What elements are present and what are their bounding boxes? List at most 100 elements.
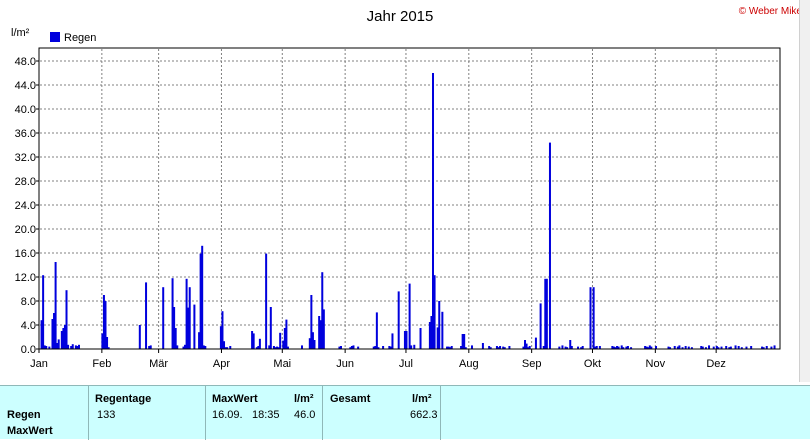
rain-bar	[63, 325, 66, 349]
rain-bar	[252, 333, 255, 349]
x-tick-label: Feb	[92, 358, 111, 370]
maxwert-value: 46.0	[294, 409, 316, 421]
rain-bar	[352, 345, 355, 349]
rain-bar	[350, 346, 353, 349]
stats-maxwert: MaxWert l/m² 16.09. 18:35 46.0	[206, 386, 323, 440]
x-tick-label: Sep	[522, 358, 542, 370]
rain-bar	[700, 346, 703, 349]
rain-bar	[310, 295, 313, 349]
rain-bar	[255, 347, 258, 349]
rain-bar	[405, 331, 408, 349]
rain-bar	[611, 346, 614, 349]
rain-bar	[410, 345, 413, 349]
rain-bar	[357, 346, 360, 349]
rain-bar	[497, 347, 500, 349]
rain-bar	[149, 345, 152, 349]
rain-bar	[65, 290, 68, 349]
rain-bar	[648, 345, 651, 349]
rain-bar	[569, 340, 572, 349]
rain-bar	[745, 346, 748, 349]
rain-bar	[489, 347, 492, 349]
y-axis-unit: l/m²	[11, 27, 30, 39]
rain-bar	[667, 346, 670, 349]
rain-bar	[673, 346, 676, 349]
rain-bar	[162, 287, 165, 349]
rain-chart: Jahr 2015 © Weber Mike l/m² Regen 0.0 4.0…	[11, 6, 802, 370]
maxwert-date: 16.09.	[212, 409, 243, 421]
x-ticks: Jan Feb Mär Apr Mai Jun Jul Aug Sep Okt Nov Dez	[30, 349, 726, 370]
x-tick-label: Mär	[149, 358, 168, 370]
rain-bar	[182, 346, 185, 349]
maxwert-header: MaxWert	[212, 393, 258, 405]
rain-bar	[676, 346, 679, 349]
rain-bar	[581, 346, 584, 349]
rain-bar	[219, 326, 222, 349]
rain-bar	[545, 278, 548, 349]
rain-bar	[391, 333, 394, 349]
rain-bar	[408, 283, 411, 349]
rain-bar	[403, 331, 406, 349]
rain-bar	[372, 346, 375, 349]
rain-bar	[725, 346, 728, 349]
rain-bar	[60, 331, 63, 349]
rain-bar	[734, 345, 737, 349]
rain-bar	[62, 328, 65, 349]
rain-bar	[773, 345, 776, 349]
rain-bar	[655, 346, 658, 349]
rain-bar	[542, 346, 545, 349]
y-tick-label: 24.0	[15, 200, 36, 212]
rain-bar	[318, 316, 321, 349]
legend-swatch	[50, 32, 60, 42]
gesamt-value: 662.3	[410, 409, 438, 421]
rain-bar	[40, 320, 43, 349]
rain-bar	[226, 347, 229, 349]
rain-bar	[645, 346, 648, 349]
rain-bar	[349, 347, 352, 349]
rain-bar	[441, 311, 444, 349]
vertical-scrollbar[interactable]	[799, 0, 810, 382]
x-tick-label: Mai	[273, 358, 291, 370]
rain-bar	[678, 345, 681, 349]
rain-bar	[528, 346, 531, 349]
rain-bar	[274, 347, 277, 349]
gesamt-unit: l/m²	[412, 393, 432, 405]
rain-bar	[460, 346, 463, 349]
rain-bar	[419, 328, 422, 349]
rain-bar	[684, 346, 687, 349]
rain-bar	[620, 345, 623, 349]
rain-bar	[285, 319, 288, 349]
rain-bar	[708, 345, 711, 349]
rain-bar	[268, 345, 271, 349]
rain-bar	[522, 346, 525, 349]
rain-bar	[461, 334, 464, 349]
rain-bar	[229, 346, 232, 349]
rain-bar	[311, 332, 314, 349]
rain-bar	[279, 332, 282, 349]
x-tick-label: Dez	[706, 358, 726, 370]
maxwert-unit: l/m²	[294, 393, 314, 405]
rain-bar	[71, 344, 74, 349]
rain-bar	[558, 346, 561, 349]
rain-bar	[221, 311, 224, 349]
rain-bar	[566, 347, 569, 349]
rain-bar	[534, 337, 537, 349]
rain-bar	[614, 347, 617, 349]
rain-bar	[598, 346, 601, 349]
rain-bar	[272, 346, 275, 349]
rain-bar	[319, 320, 322, 349]
rain-bar	[650, 346, 653, 349]
rain-bar	[145, 282, 148, 349]
rain-bar	[704, 347, 707, 349]
rain-bar	[338, 346, 341, 349]
rain-bar	[580, 347, 583, 349]
rain-bar	[277, 347, 280, 349]
stats-regentage: Regentage 133	[89, 386, 206, 440]
rain-bar	[712, 346, 715, 349]
rain-bar	[594, 346, 597, 349]
rain-bar	[204, 346, 207, 349]
x-tick-label: Jul	[399, 358, 413, 370]
rain-bar	[413, 344, 416, 349]
bars	[40, 73, 776, 349]
rain-bar	[622, 347, 625, 349]
rain-bar	[470, 345, 473, 349]
